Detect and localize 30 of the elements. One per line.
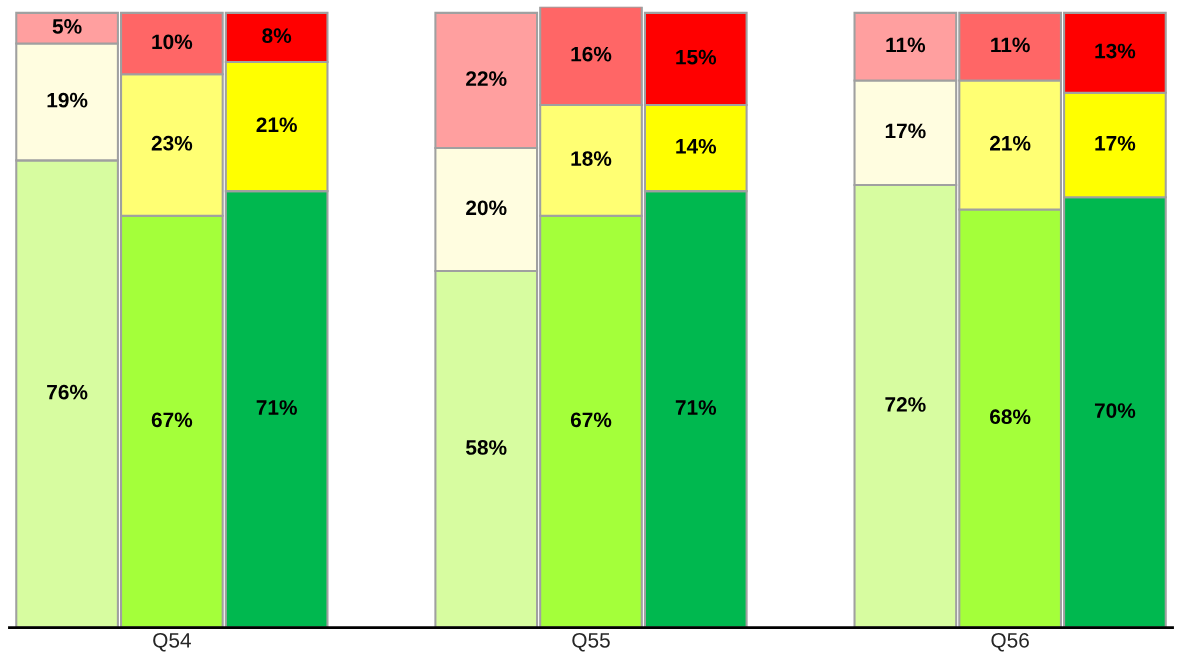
data-label: 76% [47,384,88,400]
data-label: 58% [466,440,507,455]
data-label: 17% [1095,135,1136,151]
data-label: 13% [1095,43,1136,59]
data-label: 5% [52,19,82,34]
data-label: 18% [571,151,612,166]
x-tick-label: Q55 [572,632,610,652]
data-label: 67% [570,412,612,428]
data-label: 71% [256,400,297,415]
data-label: 22% [466,71,507,86]
data-label: 19% [47,92,88,108]
data-label: 70% [1094,403,1136,418]
data-label: 23% [151,135,193,151]
x-tick-label: Q54 [153,632,191,652]
data-label: 71% [675,400,717,415]
data-label: 11% [886,37,926,53]
data-label: 67% [151,412,193,428]
data-label: 20% [466,200,507,216]
data-label: 11% [991,37,1030,53]
data-label: 10% [152,34,193,50]
data-label: 17% [885,123,926,139]
data-label: 68% [990,409,1031,425]
data-label: 14% [676,138,717,154]
data-label: 72% [885,397,926,412]
data-label: 8% [262,28,292,44]
data-label: 15% [676,49,717,65]
x-tick-label: Q56 [991,632,1029,652]
data-label: 16% [571,46,612,62]
data-label: 21% [990,135,1031,151]
data-label: 21% [256,117,297,133]
